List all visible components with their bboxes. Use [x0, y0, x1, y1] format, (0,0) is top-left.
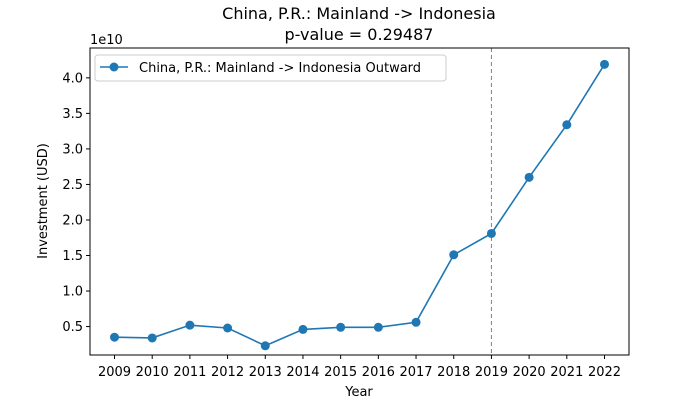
y-tick-label: 0.5 — [62, 320, 83, 335]
y-tick-label: 1.0 — [62, 285, 83, 300]
y-tick-label: 4.0 — [62, 71, 83, 86]
y-tick-label: 1.5 — [62, 249, 83, 264]
chart-title-line1: China, P.R.: Mainland -> Indonesia — [222, 4, 496, 23]
legend-label: China, P.R.: Mainland -> Indonesia Outwa… — [139, 61, 421, 76]
legend: China, P.R.: Mainland -> Indonesia Outwa… — [94, 54, 447, 82]
chart-title-line2: p-value = 0.29487 — [285, 25, 434, 44]
data-point-2020 — [524, 172, 534, 182]
legend-marker-swatch — [109, 62, 119, 72]
x-tick-label: 2014 — [286, 365, 319, 380]
plot-frame — [89, 47, 630, 356]
y-tick-label: 2.0 — [62, 213, 83, 228]
data-point-2009 — [110, 332, 119, 342]
x-tick-label: 2012 — [211, 365, 244, 380]
data-point-2014 — [298, 324, 308, 334]
x-tick-label: 2009 — [98, 365, 131, 380]
x-tick-label: 2011 — [173, 365, 206, 380]
x-tick-label: 2016 — [362, 365, 395, 380]
data-point-2019 — [486, 228, 496, 238]
series-line — [114, 63, 606, 347]
data-point-2012 — [223, 323, 233, 333]
x-tick-label: 2020 — [513, 365, 546, 380]
x-tick-label: 2010 — [136, 365, 169, 380]
x-tick-label: 2019 — [475, 365, 508, 380]
x-tick-label: 2022 — [588, 365, 621, 380]
y-tick-label: 2.5 — [62, 178, 83, 193]
data-point-2011 — [185, 320, 195, 330]
legend-box — [94, 54, 447, 82]
x-tick-label: 2021 — [550, 365, 583, 380]
y-tick-label: 3.5 — [62, 107, 83, 122]
y-offset-label: 1e10 — [90, 33, 123, 48]
x-axis-label: Year — [344, 385, 373, 400]
x-tick-label: 2015 — [324, 365, 357, 380]
x-tick-label: 2017 — [399, 365, 432, 380]
y-axis-label: Investment (USD) — [36, 143, 51, 259]
data-point-2015 — [336, 322, 346, 332]
data-point-2010 — [147, 333, 157, 343]
data-point-2017 — [411, 317, 421, 327]
data-point-2016 — [373, 322, 383, 332]
data-point-2021 — [562, 120, 572, 130]
x-tick-label: 2018 — [437, 365, 470, 380]
data-point-2018 — [449, 250, 459, 260]
data-point-2013 — [260, 341, 270, 351]
y-tick-label: 3.0 — [62, 142, 83, 157]
data-point-2022 — [600, 59, 609, 69]
x-tick-label: 2013 — [249, 365, 282, 380]
